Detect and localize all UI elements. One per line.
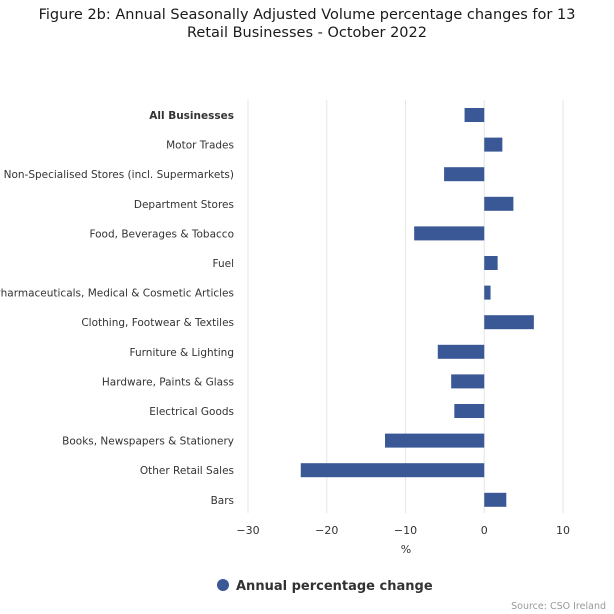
category-label-0: All Businesses <box>149 110 234 122</box>
bar-0[interactable] <box>464 108 485 122</box>
category-label-7: Clothing, Footwear & Textiles <box>81 317 234 329</box>
bar-5[interactable] <box>484 256 498 270</box>
category-label-9: Hardware, Paints & Glass <box>102 376 234 388</box>
bar-4[interactable] <box>414 226 485 241</box>
legend-label: Annual percentage change <box>236 579 433 594</box>
bar-2[interactable] <box>444 167 485 182</box>
category-label-3: Department Stores <box>134 199 234 211</box>
legend-marker <box>217 579 229 591</box>
x-axis-label: % <box>401 543 411 556</box>
x-tick-label-2: −10 <box>394 524 417 537</box>
category-label-4: Food, Beverages & Tobacco <box>89 228 234 240</box>
category-label-11: Books, Newspapers & Stationery <box>62 436 234 448</box>
bar-1[interactable] <box>484 137 503 152</box>
gridlines <box>247 100 564 513</box>
category-label-2: Non-Specialised Stores (incl. Supermarke… <box>4 169 234 181</box>
bar-11[interactable] <box>385 433 485 448</box>
chart-title-line-2: Retail Businesses - October 2022 <box>187 25 427 41</box>
chart-title-line-1: Figure 2b: Annual Seasonally Adjusted Vo… <box>38 7 576 23</box>
legend[interactable]: Annual percentage change <box>217 579 433 594</box>
category-label-5: Fuel <box>213 258 235 270</box>
chart-title: Figure 2b: Annual Seasonally Adjusted Vo… <box>0 6 614 42</box>
bar-12[interactable] <box>300 463 485 478</box>
category-label-6: Pharmaceuticals, Medical & Cosmetic Arti… <box>0 288 234 300</box>
bar-8[interactable] <box>437 344 485 359</box>
x-tick-label-3: 0 <box>481 524 488 537</box>
x-tick-label-0: −30 <box>236 524 259 537</box>
bar-10[interactable] <box>454 404 485 418</box>
category-label-1: Motor Trades <box>166 140 234 152</box>
category-label-10: Electrical Goods <box>149 406 234 418</box>
bar-7[interactable] <box>484 315 534 330</box>
bar-6[interactable] <box>484 285 491 300</box>
bar-13[interactable] <box>484 492 507 507</box>
category-labels: All Businesses Motor Trades Non-Specialise… <box>0 110 234 507</box>
category-label-8: Furniture & Lighting <box>130 347 234 359</box>
chart-credit: Source: CSO Ireland <box>511 601 606 612</box>
bars <box>300 108 534 507</box>
category-label-12: Other Retail Sales <box>140 465 234 477</box>
bar-3[interactable] <box>484 196 514 211</box>
x-tick-label-4: 10 <box>556 524 570 537</box>
bar-9[interactable] <box>451 374 485 389</box>
category-label-13: Bars <box>211 495 234 507</box>
x-tick-label-1: −20 <box>315 524 338 537</box>
x-tick-labels: −30 −20 −10 0 10 <box>236 524 570 537</box>
